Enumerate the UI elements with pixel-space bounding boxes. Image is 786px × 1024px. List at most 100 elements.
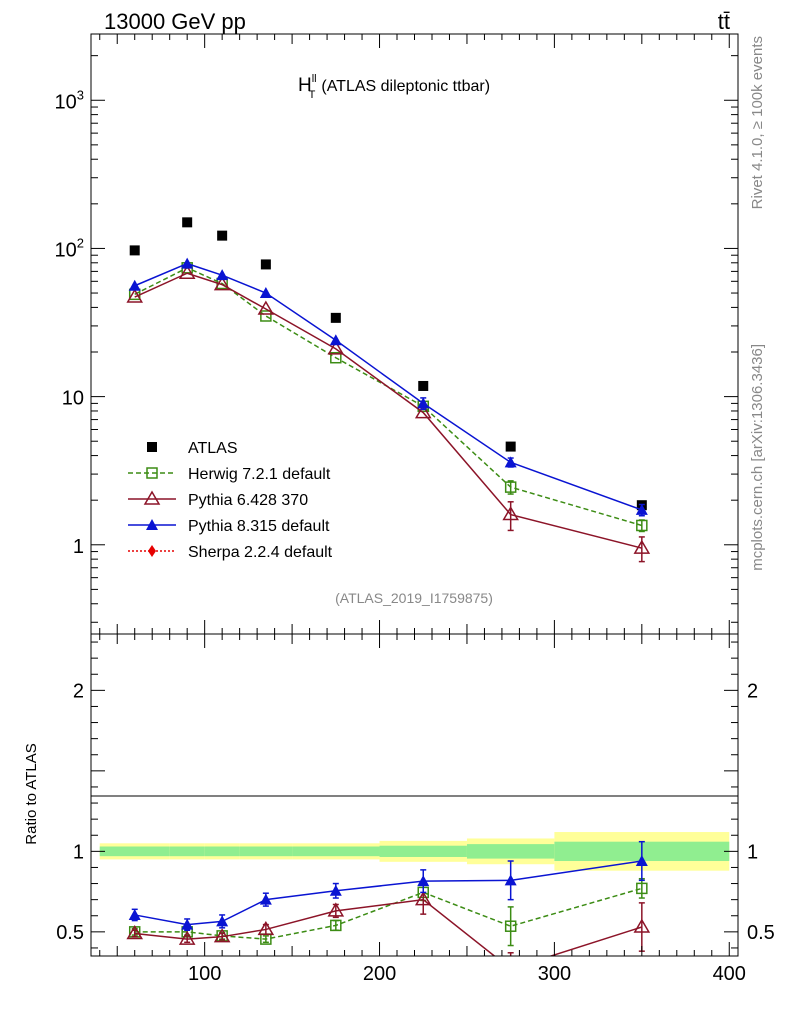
- data-point: [418, 380, 429, 391]
- ratio-data-point: [259, 893, 272, 905]
- rivet-version-label: Rivet 4.1.0, ≥ 100k events: [749, 36, 766, 209]
- data-point: [259, 287, 272, 299]
- data-point: [217, 230, 228, 241]
- ratio-data-point: [417, 875, 430, 887]
- data-point: [417, 397, 430, 409]
- x-tick-label: 400: [713, 963, 746, 985]
- ratio-y-tick-label-left: 1: [73, 841, 84, 863]
- x-tick-label: 300: [538, 963, 571, 985]
- ratio-uncertainty-bands: [99, 832, 730, 871]
- legend-marker: [147, 442, 157, 452]
- series-line: [134, 262, 643, 511]
- legend-label: ATLAS: [188, 440, 238, 457]
- data-point: [504, 456, 517, 468]
- ratio-band-inner: [204, 846, 240, 857]
- data-point: [636, 519, 648, 532]
- legend-label: Herwig 7.2.1 default: [188, 466, 331, 483]
- ratio-axis-ticks: [91, 634, 738, 956]
- main-y-tick-base: 10: [55, 239, 77, 261]
- ratio-series-line: [134, 887, 643, 940]
- ratio-y-axis-label: Ratio to ATLAS: [23, 743, 40, 844]
- series-line: [134, 266, 643, 527]
- ratio-data-point: [504, 874, 517, 886]
- main-y-tick-base: 10: [55, 91, 77, 113]
- series-3: [128, 257, 648, 517]
- main-y-tick-label: 10: [62, 388, 84, 410]
- plot-title-rest: (ATLAS dileptonic ttbar): [321, 78, 490, 95]
- energy-label: 13000 GeV pp: [104, 9, 246, 34]
- data-point: [178, 264, 196, 280]
- ratio-series-line: [134, 898, 643, 956]
- plot-title-main: H: [298, 75, 312, 96]
- ratio-y-tick-label-left: 2: [73, 680, 84, 702]
- data-point: [182, 217, 193, 228]
- ratio-data-point: [128, 908, 141, 920]
- ratio-y-tick-labels: 0.5 0.5 1 1 2 2: [56, 680, 775, 944]
- main-y-tick-label: 102: [55, 235, 84, 261]
- x-tick-labels: 100 200 300 400: [188, 963, 746, 985]
- data-point: [504, 481, 517, 493]
- legend-label: Sherpa 2.2.4 default: [188, 544, 333, 561]
- legend-item: Sherpa 2.2.4 default: [128, 544, 333, 561]
- data-point: [330, 351, 342, 364]
- ratio-data-series: [126, 840, 651, 974]
- data-point: [216, 269, 229, 281]
- ratio-band-inner: [99, 846, 170, 857]
- main-y-tick-exponent: 3: [77, 87, 84, 102]
- legend-marker: [146, 519, 158, 530]
- ratio-series-0: [128, 877, 648, 947]
- legend-item: Pythia 8.315 default: [128, 518, 330, 535]
- data-point: [260, 310, 272, 322]
- data-point: [327, 340, 345, 355]
- data-point: [329, 334, 342, 346]
- ratio-data-point: [181, 918, 194, 930]
- main-y-tick-base: 10: [62, 388, 84, 410]
- ratio-y-tick-label-right: 0.5: [747, 922, 775, 944]
- ratio-y-tick-label-right: 2: [747, 680, 758, 702]
- ratio-data-point: [330, 919, 342, 932]
- ratio-data-point: [414, 891, 432, 906]
- ratio-data-point: [504, 962, 518, 974]
- main-y-tick-base: 1: [73, 536, 84, 558]
- ratio-data-point: [635, 855, 648, 867]
- data-point: [635, 503, 648, 515]
- ratio-band-inner: [169, 846, 205, 857]
- data-point: [257, 300, 275, 315]
- legend-item: ATLAS: [147, 440, 238, 457]
- main-axis-ticks: [91, 34, 738, 634]
- ratio-data-point: [257, 920, 275, 936]
- legend-marker: [146, 467, 158, 479]
- main-data-series: [126, 217, 651, 563]
- ratio-y-tick-label-left: 0.5: [56, 922, 84, 944]
- x-tick-label: 200: [363, 963, 396, 985]
- analysis-watermark: (ATLAS_2019_I1759875): [335, 590, 493, 606]
- ratio-series-line: [134, 860, 642, 926]
- legend-marker: [143, 490, 161, 505]
- ratio-data-point: [636, 882, 648, 895]
- legend: ATLAS Herwig 7.2.1 default Pythia 6.428 37…: [128, 440, 333, 561]
- ratio-y-tick-label-right: 1: [747, 841, 758, 863]
- ratio-data-point: [126, 924, 144, 940]
- ratio-data-point: [178, 930, 196, 945]
- ratio-data-point: [216, 915, 229, 927]
- legend-item: Herwig 7.2.1 default: [128, 466, 331, 483]
- ratio-band-inner: [292, 846, 380, 857]
- plot-title-sub: T: [309, 89, 316, 101]
- legend-marker: [148, 545, 156, 557]
- x-tick-label: 100: [188, 963, 221, 985]
- data-point: [260, 259, 271, 270]
- source-label: mcplots.cern.ch [arXiv:1306.3436]: [749, 344, 766, 571]
- ratio-band-inner: [379, 845, 467, 857]
- main-y-tick-label: 1: [73, 536, 84, 558]
- ratio-data-point: [633, 918, 651, 933]
- ratio-frame: [90, 633, 739, 957]
- data-point: [126, 288, 144, 303]
- ratio-panel: 0.5 0.5 1 1 2 2 100 200 300 400 Ratio to ATLAS: [23, 633, 775, 985]
- plot-title: Hll T (ATLAS dileptonic ttbar): [298, 73, 490, 101]
- data-point: [330, 312, 341, 323]
- data-point: [502, 506, 519, 521]
- data-point: [505, 441, 516, 452]
